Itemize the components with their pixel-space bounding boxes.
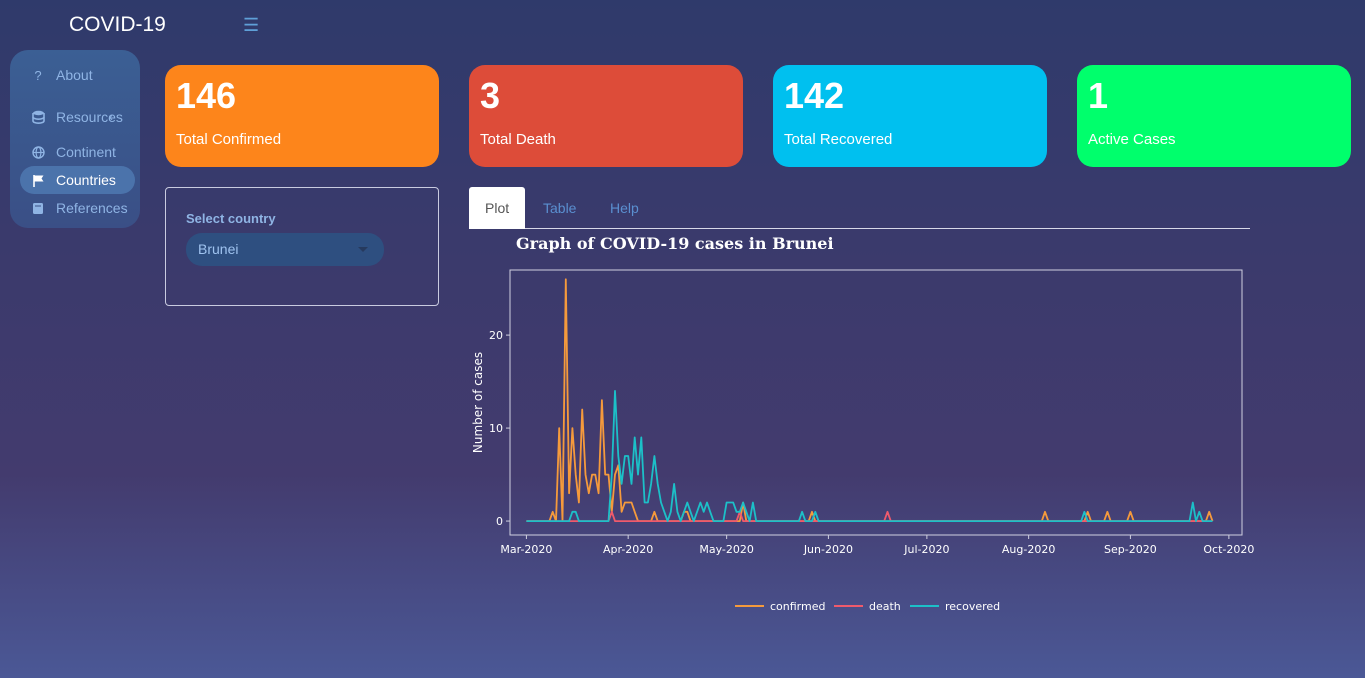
- tab-plot[interactable]: Plot: [469, 187, 526, 229]
- x-tick-label: Apr-2020: [603, 543, 653, 556]
- x-tick-label: Mar-2020: [500, 543, 552, 556]
- series-line-confirmed: [526, 278, 1214, 523]
- sidebar-item-countries[interactable]: Countries: [20, 166, 135, 194]
- tab-table[interactable]: Table: [543, 200, 577, 216]
- sidebar: ? About Resources ‹ Continent Countries …: [10, 50, 140, 228]
- y-tick-label: 0: [496, 515, 503, 528]
- series-line-recovered: [526, 389, 1213, 523]
- stat-label: Active Cases: [1088, 131, 1176, 148]
- tab-bar: Plot Table Help: [469, 187, 1250, 229]
- stat-box-confirmed: 146 Total Confirmed: [165, 65, 439, 167]
- book-icon: [28, 202, 48, 215]
- chevron-left-icon: ‹: [109, 110, 113, 124]
- x-tick-label: Oct-2020: [1203, 543, 1254, 556]
- stat-label: Total Confirmed: [176, 131, 282, 148]
- sidebar-item-label: Continent: [56, 144, 116, 160]
- x-tick-label: Jul-2020: [903, 543, 949, 556]
- stat-value: 3: [480, 75, 501, 116]
- stat-label: Total Recovered: [784, 131, 893, 148]
- sidebar-item-continent[interactable]: Continent: [20, 138, 135, 166]
- stat-label: Total Death: [480, 131, 556, 148]
- y-tick-label: 10: [489, 422, 503, 435]
- caret-down-icon: [358, 247, 368, 252]
- country-select[interactable]: Brunei: [186, 233, 384, 266]
- sidebar-item-label: About: [56, 67, 93, 83]
- top-header: COVID-19 ☰: [0, 0, 1365, 50]
- country-select-value: Brunei: [198, 241, 239, 257]
- sidebar-item-label: Countries: [56, 172, 116, 188]
- flag-icon: [28, 174, 48, 187]
- stat-box-active: 1 Active Cases: [1077, 65, 1351, 167]
- x-tick-label: May-2020: [699, 543, 754, 556]
- y-axis-label: Number of cases: [471, 352, 485, 453]
- question-icon: ?: [34, 67, 42, 83]
- x-tick-label: Aug-2020: [1002, 543, 1055, 556]
- y-tick-label: 20: [489, 329, 503, 342]
- database-icon: [28, 110, 48, 124]
- line-chart: Mar-2020 Apr-2020 May-2020 Jun-2020 Jul-2020…: [471, 269, 1254, 613]
- sidebar-item-label: References: [56, 200, 128, 216]
- sidebar-item-resources[interactable]: Resources ‹: [20, 103, 135, 131]
- tab-help[interactable]: Help: [610, 200, 639, 216]
- x-tick-label: Jun-2020: [803, 543, 853, 556]
- x-tick-label: Sep-2020: [1104, 543, 1157, 556]
- chart-title: Graph of COVID-19 cases in Brunei: [516, 234, 834, 253]
- legend-label-confirmed: confirmed: [770, 600, 825, 613]
- stat-value: 1: [1088, 75, 1109, 116]
- country-filter-panel: Select country Brunei: [165, 187, 439, 306]
- stat-box-death: 3 Total Death: [469, 65, 743, 167]
- stat-value: 142: [784, 75, 845, 116]
- select-country-label: Select country: [186, 211, 276, 226]
- menu-toggle-icon[interactable]: ☰: [243, 15, 260, 35]
- stat-value: 146: [176, 75, 237, 116]
- plot-frame: [509, 269, 1243, 536]
- stat-box-recovered: 142 Total Recovered: [773, 65, 1047, 167]
- sidebar-item-references[interactable]: References: [20, 194, 135, 222]
- legend-label-recovered: recovered: [945, 600, 1000, 613]
- globe-icon: [28, 145, 48, 159]
- sidebar-item-label: Resources: [56, 109, 123, 125]
- app-title: COVID-19: [69, 13, 166, 36]
- legend-label-death: death: [869, 600, 901, 613]
- sidebar-item-about[interactable]: ? About: [20, 61, 135, 89]
